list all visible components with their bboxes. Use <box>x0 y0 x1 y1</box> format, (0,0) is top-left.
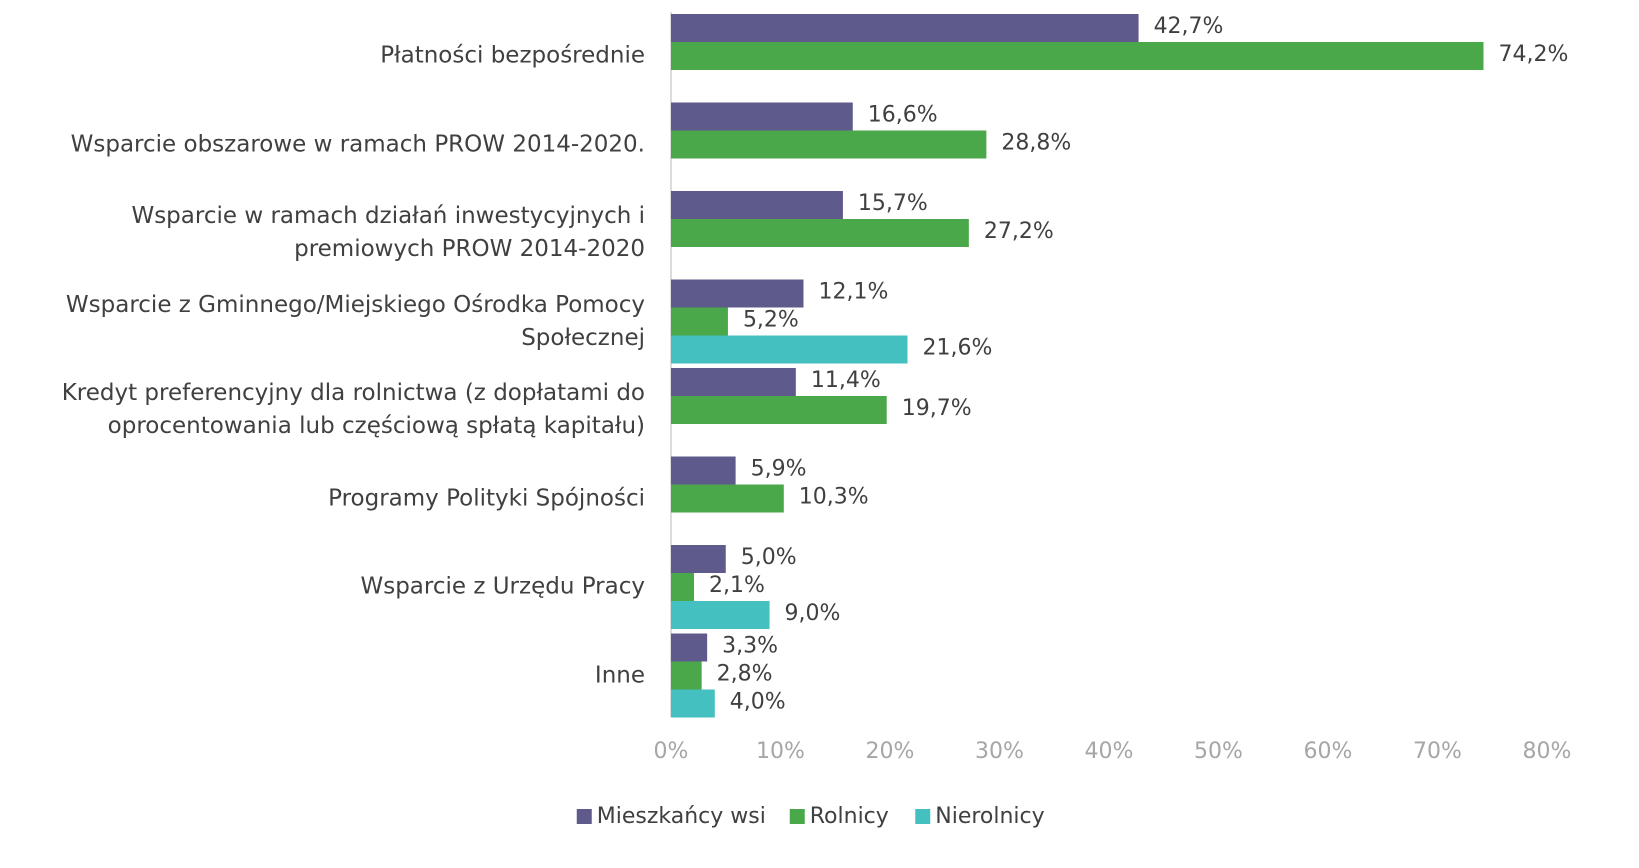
bar <box>671 130 987 159</box>
value-label: 15,7% <box>858 191 928 216</box>
legend-label: Mieszkańcy wsi <box>597 804 766 829</box>
bar <box>671 14 1139 42</box>
value-label: 12,1% <box>818 280 888 305</box>
bar <box>671 484 784 513</box>
value-label: 9,0% <box>785 601 841 626</box>
value-label: 21,6% <box>923 336 993 361</box>
legend-swatch <box>576 809 592 824</box>
legend-swatch <box>915 809 931 824</box>
value-label: 19,7% <box>902 396 972 421</box>
value-label: 5,9% <box>751 457 807 482</box>
bar <box>671 279 804 308</box>
x-tick-label: 70% <box>1413 739 1462 764</box>
value-label: 42,7% <box>1154 14 1224 39</box>
bar <box>671 456 736 485</box>
value-label: 2,1% <box>709 573 765 598</box>
value-label: 28,8% <box>1001 131 1071 156</box>
bar <box>671 689 715 718</box>
bar <box>671 335 908 364</box>
bar <box>671 368 796 396</box>
x-tick-label: 50% <box>1194 739 1243 764</box>
value-label: 11,4% <box>811 368 881 393</box>
bar <box>671 545 726 573</box>
x-tick-label: 80% <box>1523 739 1572 764</box>
value-label: 2,8% <box>717 662 773 687</box>
value-label: 10,3% <box>799 485 869 510</box>
value-label: 5,2% <box>743 308 799 333</box>
bar <box>671 42 1484 70</box>
bar <box>671 601 770 629</box>
category-label: Kredyt preferencyjny dla rolnictwa (z do… <box>61 380 645 440</box>
x-tick-label: 10% <box>756 739 805 764</box>
category-label: Inne <box>594 662 645 689</box>
legend-label: Rolnicy <box>810 804 889 829</box>
value-label: 74,2% <box>1498 42 1568 67</box>
value-label: 27,2% <box>984 219 1054 244</box>
category-label: Wsparcie z Gminnego/Miejskiego Ośrodka P… <box>65 291 645 351</box>
bar <box>671 307 728 336</box>
bar <box>671 633 708 662</box>
bar <box>671 219 969 247</box>
x-tick-label: 30% <box>975 739 1024 764</box>
bar <box>671 661 702 690</box>
category-label: Płatności bezpośrednie <box>380 42 645 69</box>
bar <box>671 573 694 601</box>
category-label: Wsparcie z Urzędu Pracy <box>360 573 645 600</box>
bar <box>671 396 887 424</box>
value-label: 4,0% <box>730 690 786 715</box>
legend-label: Nierolnicy <box>935 804 1044 829</box>
value-label: 3,3% <box>722 634 778 659</box>
x-tick-label: 20% <box>866 739 915 764</box>
x-tick-label: 0% <box>654 739 689 764</box>
category-label: Wsparcie w ramach działań inwestycyjnych… <box>131 203 645 263</box>
category-label: Programy Polityki Spójności <box>328 485 645 512</box>
category-label: Wsparcie obszarowe w ramach PROW 2014-20… <box>70 131 645 158</box>
bar <box>671 102 853 131</box>
bar <box>671 191 843 219</box>
x-tick-label: 40% <box>1085 739 1134 764</box>
value-label: 5,0% <box>741 545 797 570</box>
value-label: 16,6% <box>868 103 938 128</box>
x-tick-label: 60% <box>1304 739 1353 764</box>
legend-swatch <box>789 809 805 824</box>
